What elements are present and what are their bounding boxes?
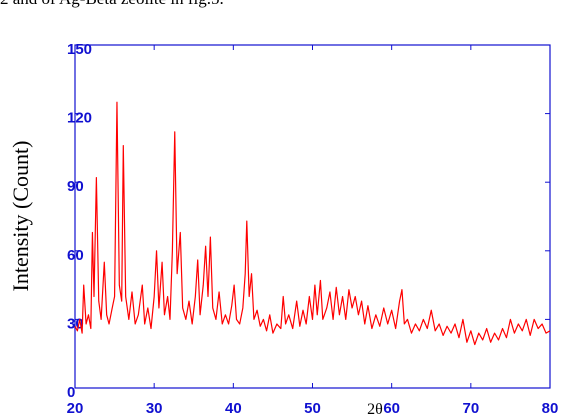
x-tick-label: 80	[542, 400, 559, 416]
x-tick-label: 60	[383, 400, 400, 416]
data-line	[74, 101, 551, 346]
y-axis-label: Intensity (Count)	[8, 141, 33, 292]
x-tick-label: 30	[146, 400, 163, 416]
x-tick-label: 70	[462, 400, 479, 416]
x-tick-label: 50	[304, 400, 321, 416]
y-tick-label: 120	[67, 110, 92, 127]
x-axis-label: 2θ	[367, 401, 383, 416]
y-tick-label: 90	[67, 178, 84, 195]
x-tick-label: 20	[67, 400, 84, 416]
y-tick-label: 0	[67, 384, 75, 401]
x-tick-label: 40	[225, 400, 242, 416]
plot-frame	[74, 44, 551, 389]
caption-fragment: 2 and of Ag-Beta zeolite in fig.5.	[0, 0, 224, 8]
y-tick-label: 60	[67, 247, 84, 264]
y-tick-label: 150	[67, 41, 92, 58]
